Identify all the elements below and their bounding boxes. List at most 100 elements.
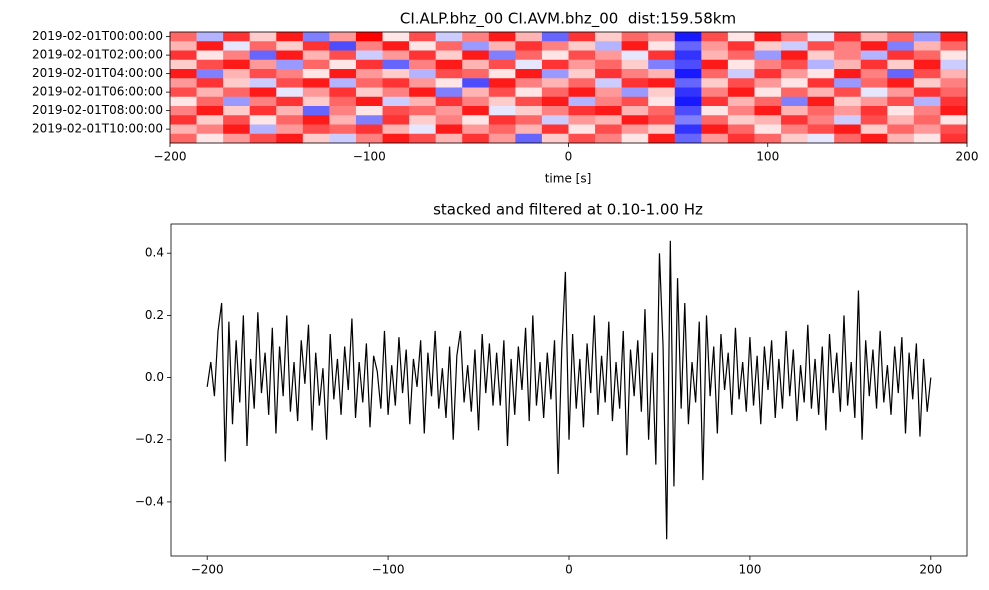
heatmap-cell	[674, 106, 702, 116]
heatmap-cell	[621, 96, 649, 107]
heatmap-cell	[276, 78, 304, 88]
heatmap-cell	[382, 41, 410, 51]
heatmap-cell	[674, 69, 702, 79]
heatmap-cell	[834, 41, 862, 51]
y-tick-label: 2019-02-01T10:00:00	[32, 122, 163, 136]
x-tick-label: −200	[191, 563, 224, 577]
heatmap-cell	[329, 50, 357, 61]
heatmap-cell	[754, 124, 782, 135]
heatmap-cell	[860, 96, 888, 107]
y-tick-label: 0.2	[145, 308, 164, 322]
heatmap-cell	[462, 115, 490, 125]
heatmap-cell	[223, 50, 250, 61]
heatmap-cell	[329, 69, 357, 79]
heatmap-cell	[913, 69, 941, 79]
chart-title: stacked and filtered at 0.10-1.00 Hz	[433, 201, 703, 219]
heatmap-cell	[515, 69, 543, 79]
heatmap-cell	[462, 96, 490, 107]
heatmap-cell	[940, 96, 968, 107]
heatmap-cell	[170, 78, 197, 88]
heatmap-cell	[648, 32, 676, 42]
heatmap-cell	[913, 106, 941, 116]
heatmap-cell	[170, 32, 197, 42]
heatmap-cell	[541, 133, 569, 144]
heatmap-cell	[807, 50, 835, 61]
heatmap-cell	[276, 69, 304, 79]
heatmap-cell	[621, 32, 649, 42]
heatmap-cell	[781, 124, 808, 135]
heatmap-cell	[223, 115, 250, 125]
heatmap-cell	[515, 106, 543, 116]
heatmap-cell	[595, 69, 622, 79]
heatmap-cell	[701, 87, 729, 98]
heatmap-cell	[355, 124, 383, 135]
heatmap-cell	[223, 59, 250, 70]
heatmap-cell	[781, 32, 808, 42]
heatmap-cell	[249, 50, 277, 61]
heatmap-cell	[249, 41, 277, 51]
heatmap-cell	[488, 124, 516, 135]
heatmap-cell	[887, 69, 915, 79]
heatmap-cell	[807, 96, 835, 107]
heatmap-cell	[754, 87, 782, 98]
heatmap-cell	[355, 69, 383, 79]
heatmap-cell	[807, 32, 835, 42]
heatmap-cell	[382, 50, 410, 61]
heatmap-cell	[887, 87, 915, 98]
heatmap-cell	[648, 124, 676, 135]
heatmap-cell	[196, 106, 224, 116]
heatmap-cell	[674, 133, 702, 144]
heatmap-cell	[435, 50, 463, 61]
heatmap-cell	[701, 32, 729, 42]
heatmap-cell	[834, 69, 862, 79]
heatmap-cell	[834, 78, 862, 88]
heatmap-cell	[568, 78, 596, 88]
heatmap-cell	[781, 50, 808, 61]
heatmap-cell	[170, 59, 197, 70]
heatmap-cell	[674, 78, 702, 88]
heatmap-cell	[541, 78, 569, 88]
heatmap-cell	[913, 32, 941, 42]
heatmap-cell	[781, 87, 808, 98]
heatmap-cell	[648, 78, 676, 88]
heatmap-cell	[940, 69, 968, 79]
heatmap-cell	[860, 78, 888, 88]
heatmap-cell	[674, 59, 702, 70]
heatmap-cell	[648, 59, 676, 70]
heatmap-cell	[302, 87, 330, 98]
heatmap-cell	[223, 69, 250, 79]
heatmap-cell	[595, 133, 622, 144]
heatmap-cell	[595, 106, 622, 116]
heatmap-cell	[727, 115, 755, 125]
x-tick-label: 0	[565, 150, 573, 164]
heatmap-cell	[860, 32, 888, 42]
heatmap-cell	[940, 78, 968, 88]
heatmap-cell	[462, 133, 490, 144]
heatmap-cell	[276, 115, 304, 125]
heatmap-cell	[488, 78, 516, 88]
heatmap-cell	[249, 96, 277, 107]
heatmap-cell	[276, 133, 304, 144]
heatmap-cell	[781, 133, 808, 144]
heatmap-cell	[276, 32, 304, 42]
heatmap-cell	[648, 96, 676, 107]
heatmap-cell	[196, 78, 224, 88]
heatmap-cell	[276, 50, 304, 61]
heatmap-cell	[913, 78, 941, 88]
heatmap-cell	[913, 133, 941, 144]
heatmap-cell	[223, 133, 250, 144]
heatmap-cell	[249, 32, 277, 42]
heatmap-cell	[701, 133, 729, 144]
signal-line	[206, 240, 932, 540]
heatmap-cell	[541, 96, 569, 107]
heatmap-cell	[621, 133, 649, 144]
heatmap-cell	[860, 106, 888, 116]
heatmap-cell	[541, 115, 569, 125]
heatmap-cell	[541, 50, 569, 61]
y-tick-label: 2019-02-01T02:00:00	[32, 48, 163, 62]
heatmap-cell	[595, 78, 622, 88]
heatmap-cell	[674, 32, 702, 42]
heatmap-cell	[329, 32, 357, 42]
heatmap-cell	[940, 59, 968, 70]
heatmap-cell	[355, 50, 383, 61]
